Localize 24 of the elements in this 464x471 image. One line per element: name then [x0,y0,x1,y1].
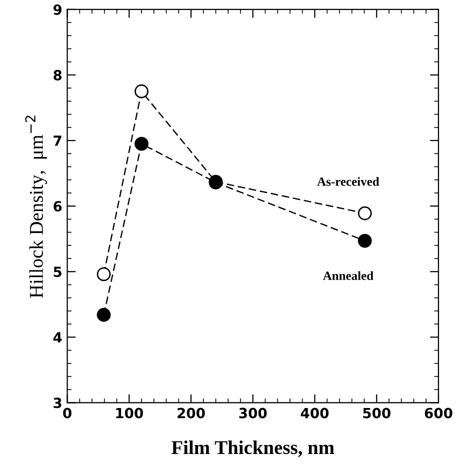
x-tick-label: 100 [116,408,143,418]
y-tick-label: 5 [54,266,62,278]
y-tick-label: 3 [54,398,62,408]
text: Annealed [322,271,374,280]
y-tick-label: 8 [54,70,62,80]
x-tick-label: 300 [239,408,267,418]
point [358,206,372,220]
y-tick-label: 4 [53,332,62,342]
y-tick-label: 9 [53,4,62,15]
point [96,267,111,282]
point [358,234,372,248]
y-tick-label: 7 [54,136,62,146]
x-axis-title: Film Thickness, nm [172,440,334,457]
x-tick-label: 500 [363,408,390,418]
point [134,136,148,151]
x-tick-label: 0 [63,408,72,418]
x-tick-label: 400 [300,408,329,418]
point [134,84,148,98]
y-tick-label: 6 [54,201,62,212]
x-tick-label: 200 [178,408,205,418]
series-label: As-received [317,177,380,186]
x-tick-label: 600 [424,408,452,418]
point [96,308,111,322]
y-axis-title: Hillock Density, μm$^{−2}$ [25,116,47,298]
